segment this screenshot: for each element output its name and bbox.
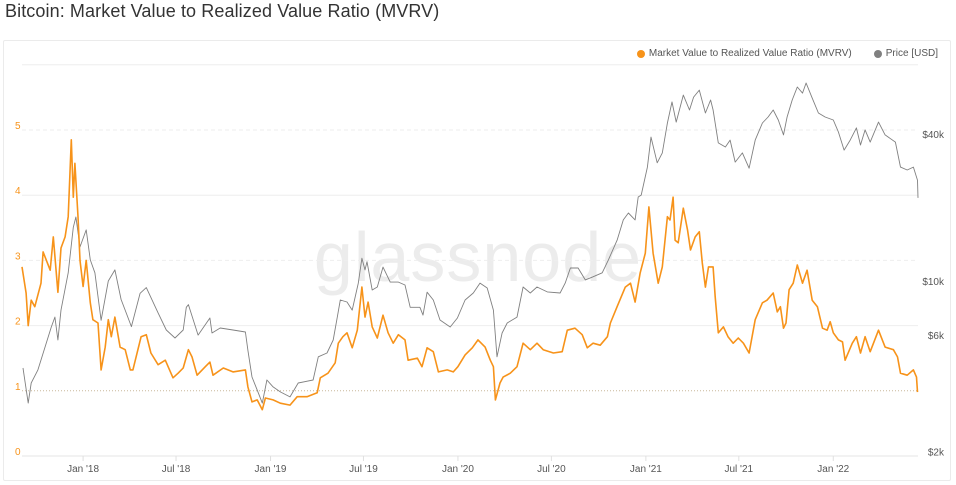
series-lines (21, 82, 919, 411)
y-left-tick-label: 2 (15, 317, 21, 328)
page-title: Bitcoin: Market Value to Realized Value … (5, 1, 440, 21)
y-right-tick-label: $40k (922, 130, 945, 141)
legend-item-price[interactable]: Price [USD] (873, 48, 938, 59)
y-right-tick-label: $2k (928, 448, 945, 459)
y-left-tick-label: 1 (15, 382, 21, 393)
x-tick-label: Jan '19 (255, 464, 287, 475)
y-right-tick-label: $6k (928, 331, 945, 342)
x-tick-label: Jul '20 (537, 464, 566, 475)
price-color-dot-icon (873, 49, 882, 58)
legend: Market Value to Realized Value Ratio (MV… (636, 48, 938, 59)
series-line-price (22, 82, 919, 404)
legend-item-mvrv[interactable]: Market Value to Realized Value Ratio (MV… (636, 48, 852, 59)
y-left-tick-label: 5 (15, 121, 21, 132)
y-left-tick-label: 3 (15, 251, 21, 262)
y-right-tick-label: $10k (922, 277, 945, 288)
legend-label-mvrv: Market Value to Realized Value Ratio (MV… (648, 48, 852, 59)
x-tick-label: Jan '20 (442, 464, 474, 475)
x-tick-label: Jul '18 (162, 464, 191, 475)
x-tick-label: Jan '21 (630, 464, 662, 475)
gridlines (22, 64, 918, 392)
x-tick-label: Jul '19 (349, 464, 378, 475)
mvrv-color-dot-icon (636, 49, 645, 58)
chart-card (3, 40, 951, 481)
x-tick-label: Jul '21 (725, 464, 754, 475)
y-left-tick-label: 4 (15, 186, 21, 197)
axes: 0 1 2 3 4 5 $2k $6k $10k $40k Jan '18 Jul '18 Jan '1… (15, 121, 945, 475)
x-tick-label: Jan '18 (67, 464, 99, 475)
legend-label-price: Price [USD] (885, 48, 938, 59)
x-tick-label: Jan '22 (817, 464, 849, 475)
series-line-mvrv (21, 139, 919, 411)
watermark-logo: glassnode (314, 218, 642, 296)
y-left-tick-label: 0 (15, 447, 21, 458)
